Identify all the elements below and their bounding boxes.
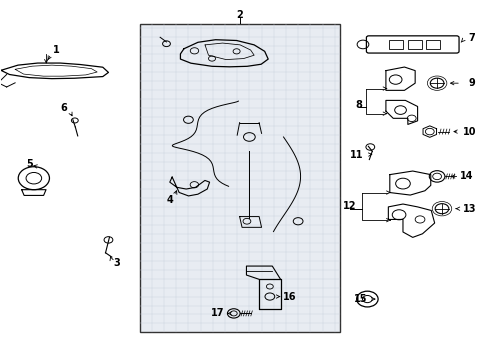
Text: 1: 1 bbox=[53, 45, 60, 55]
Bar bbox=[407, 40, 421, 49]
Bar bbox=[140, 24, 339, 332]
Text: 6: 6 bbox=[61, 103, 67, 113]
Text: 3: 3 bbox=[113, 258, 120, 268]
Text: 2: 2 bbox=[236, 10, 243, 20]
Text: 7: 7 bbox=[468, 33, 474, 42]
Text: 9: 9 bbox=[468, 78, 474, 88]
Text: 15: 15 bbox=[353, 294, 366, 304]
Text: 10: 10 bbox=[462, 127, 475, 136]
Bar bbox=[426, 40, 439, 49]
Text: 17: 17 bbox=[210, 309, 224, 318]
Bar bbox=[388, 40, 402, 49]
Text: 13: 13 bbox=[462, 204, 475, 214]
Text: 8: 8 bbox=[354, 100, 361, 110]
Text: 12: 12 bbox=[343, 201, 356, 211]
Text: 11: 11 bbox=[350, 150, 363, 160]
Text: 14: 14 bbox=[459, 171, 472, 181]
Text: 4: 4 bbox=[166, 195, 173, 205]
Text: 16: 16 bbox=[283, 292, 296, 302]
Text: 5: 5 bbox=[26, 159, 33, 169]
